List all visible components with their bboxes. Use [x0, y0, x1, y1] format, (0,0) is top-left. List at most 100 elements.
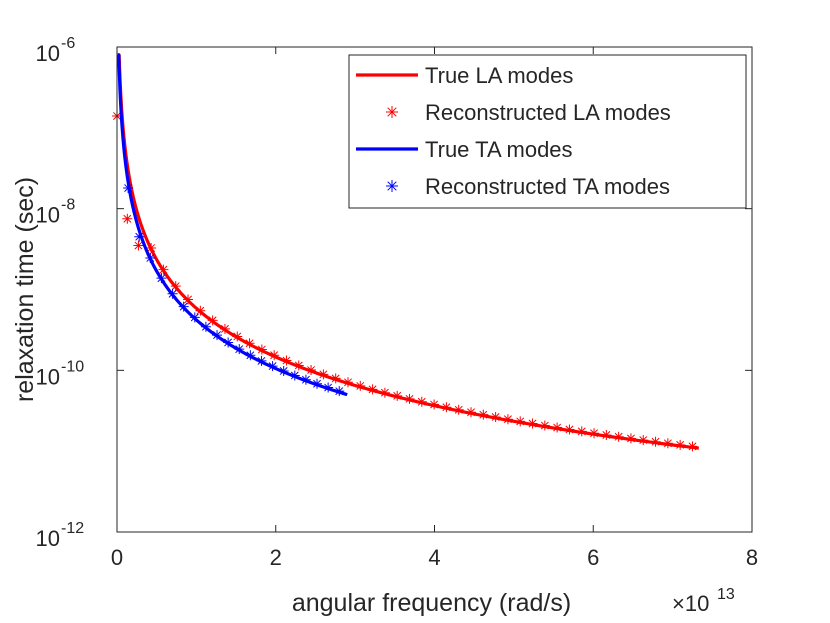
- legend-label: Reconstructed TA modes: [425, 174, 670, 199]
- x-tick-label: 2: [270, 545, 282, 570]
- legend: True LA modes Reconstructed LA modes True …: [348, 54, 747, 209]
- data-point: [330, 373, 341, 384]
- data-point: [278, 365, 289, 376]
- data-point: [334, 386, 345, 397]
- x-tick-label: 0: [111, 545, 123, 570]
- legend-item: Reconstructed LA modes: [386, 100, 671, 125]
- data-point: [404, 393, 415, 404]
- data-point: [146, 243, 157, 254]
- data-point: [156, 273, 167, 284]
- legend-box: [348, 54, 747, 209]
- data-point: [245, 350, 256, 361]
- data-point: [638, 435, 649, 446]
- data-point: [323, 382, 334, 393]
- data-point: [502, 414, 513, 425]
- data-point: [122, 213, 133, 224]
- data-point: [318, 369, 329, 380]
- data-point: [613, 431, 624, 442]
- data-point: [256, 344, 267, 355]
- data-point: [123, 183, 134, 194]
- y-tick-label: 10 -6: [36, 35, 76, 66]
- data-point: [552, 422, 563, 433]
- data-point: [675, 439, 686, 450]
- data-point: [687, 441, 698, 452]
- data-point: [145, 252, 156, 263]
- y-tick-label: 10 -10: [36, 358, 85, 389]
- data-point: [200, 321, 211, 332]
- x-multiplier-base: ×10: [672, 591, 709, 616]
- data-point: [662, 438, 673, 449]
- data-point: [601, 429, 612, 440]
- data-point: [342, 377, 353, 388]
- series-3: [123, 183, 345, 397]
- data-point: [539, 420, 550, 431]
- data-point: [478, 409, 489, 420]
- legend-item: True TA modes: [356, 137, 573, 162]
- data-point: [379, 387, 390, 398]
- x-axis-label: angular frequency (rad/s): [292, 589, 571, 617]
- y-tick-label-exponent: -10: [61, 358, 84, 375]
- data-point: [564, 424, 575, 435]
- series-layer: [112, 53, 700, 452]
- data-point: [355, 380, 366, 391]
- data-point: [212, 330, 223, 341]
- data-point: [256, 355, 267, 366]
- legend-swatch-marker: [386, 180, 398, 192]
- y-axis-label: relaxation time (sec): [11, 177, 39, 402]
- y-tick-label: 10 -8: [36, 197, 76, 228]
- data-point: [416, 396, 427, 407]
- data-point: [244, 338, 255, 349]
- data-point: [527, 418, 538, 429]
- series-1: [112, 111, 698, 452]
- data-point: [312, 378, 323, 389]
- data-point: [178, 301, 189, 312]
- y-tick-label-base: 10: [36, 526, 60, 551]
- data-point: [232, 331, 243, 342]
- data-point: [293, 360, 304, 371]
- y-tick-label-exponent: -8: [61, 197, 75, 214]
- legend-item: Reconstructed TA modes: [386, 174, 670, 199]
- data-point: [306, 365, 317, 376]
- data-point: [453, 404, 464, 415]
- x-axis-multiplier: ×10 13: [672, 586, 735, 616]
- x-tick-label: 8: [746, 545, 758, 570]
- data-point: [158, 264, 169, 275]
- y-tick-label-base: 10: [36, 364, 60, 389]
- data-point: [515, 416, 526, 427]
- data-point: [441, 402, 452, 413]
- data-point: [170, 281, 181, 292]
- data-point: [589, 428, 600, 439]
- data-point: [133, 240, 144, 251]
- y-tick-label-base: 10: [36, 203, 60, 228]
- data-point: [219, 323, 230, 334]
- y-tick-label: 10 -12: [36, 520, 85, 551]
- data-point: [207, 315, 218, 326]
- data-point: [289, 370, 300, 381]
- data-point: [625, 433, 636, 444]
- y-tick-label-exponent: -12: [61, 520, 84, 537]
- data-point: [223, 337, 234, 348]
- y-tick-label-exponent: -6: [61, 35, 75, 52]
- data-point: [134, 231, 145, 242]
- data-point: [429, 399, 440, 410]
- data-point: [167, 288, 178, 299]
- x-tick-label: 4: [428, 545, 440, 570]
- data-point: [269, 350, 280, 361]
- data-point: [300, 374, 311, 385]
- legend-item: True LA modes: [356, 63, 573, 88]
- data-point: [367, 384, 378, 395]
- legend-label: True TA modes: [425, 137, 573, 162]
- data-point: [281, 355, 292, 366]
- data-point: [490, 411, 501, 422]
- data-point: [392, 390, 403, 401]
- x-tick-label: 6: [587, 545, 599, 570]
- legend-swatch-marker: [386, 106, 398, 118]
- data-point: [195, 305, 206, 316]
- data-point: [267, 361, 278, 372]
- y-tick-label-base: 10: [36, 41, 60, 66]
- data-point: [183, 294, 194, 305]
- legend-label: Reconstructed LA modes: [425, 100, 671, 125]
- data-point: [466, 407, 477, 418]
